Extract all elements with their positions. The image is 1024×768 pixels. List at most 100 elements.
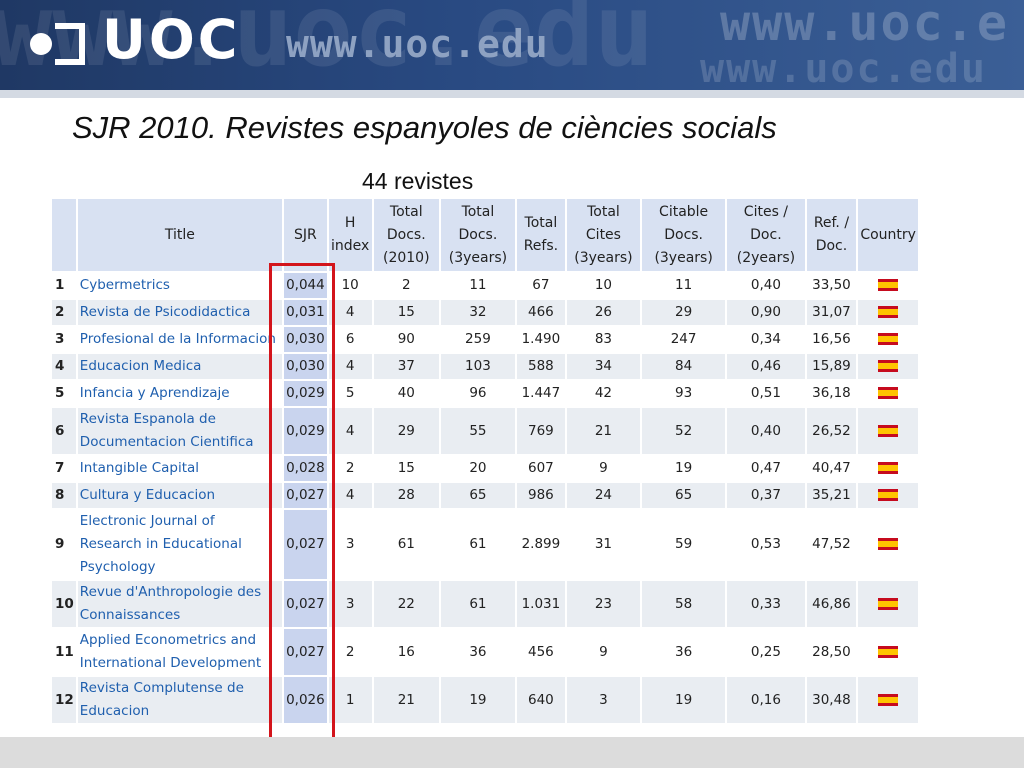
table-row: 3 Profesional de la Informacion 0,030 6 … [52,327,918,352]
citable-docs-cell: 65 [641,483,726,508]
cites-per-doc-cell: 0,90 [727,300,805,325]
citable-docs-cell: 19 [641,677,726,723]
country-cell [858,300,918,325]
header-total-cites-3years[interactable]: Total Cites (3years) [566,199,640,271]
total-docs-3years-cell: 259 [440,327,515,352]
journal-title-link[interactable]: Revue d'Anthropologie des Connaissances [77,581,283,627]
total-refs-cell: 588 [516,354,565,379]
header-total-docs-3years[interactable]: Total Docs. (3years) [440,199,515,271]
citable-docs-cell: 29 [641,300,726,325]
header-title[interactable]: Title [77,199,283,271]
ref-per-doc-cell: 46,86 [806,581,857,627]
total-refs-cell: 769 [516,408,565,454]
country-cell [858,483,918,508]
country-cell [858,629,918,675]
sjr-cell: 0,028 [284,456,327,481]
table-row: 11 Applied Econometrics and Internationa… [52,629,918,675]
journal-ranking-table: Title SJR H index Total Docs. (2010) Tot… [50,197,920,737]
total-docs-2010-cell: 15 [373,456,439,481]
country-cell [858,510,918,579]
total-docs-3years-cell: 61 [440,581,515,627]
header-total-refs[interactable]: Total Refs. [516,199,565,271]
rank-cell: 4 [52,354,76,379]
uoc-logo-icon [30,20,94,70]
journal-title-link[interactable]: Electronic Journal of Research in Educat… [77,510,283,579]
ref-per-doc-cell: 26,52 [806,408,857,454]
citable-docs-cell: 11 [641,273,726,298]
header-citable-docs-3years[interactable]: Citable Docs. (3years) [641,199,726,271]
header-cites-per-doc[interactable]: Cites / Doc. (2years) [727,199,805,271]
h-index-cell: 10 [328,273,372,298]
journal-title-link[interactable]: Infancia y Aprendizaje [77,381,283,406]
total-refs-cell: 986 [516,483,565,508]
citable-docs-cell: 59 [641,510,726,579]
slide-title: SJR 2010. Revistes espanyoles de cièncie… [72,110,777,145]
spain-flag-icon [878,597,899,610]
h-index-cell: 4 [328,483,372,508]
table-row: 5 Infancia y Aprendizaje 0,029 5 40 96 1… [52,381,918,406]
rank-cell: 9 [52,510,76,579]
rank-cell: 10 [52,581,76,627]
cites-per-doc-cell: 0,33 [727,581,805,627]
sjr-column-highlight [269,263,335,741]
table-body: 1 Cybermetrics 0,044 10 2 11 67 10 11 0,… [52,273,918,723]
journal-title-link[interactable]: Cybermetrics [77,273,283,298]
journal-title-link[interactable]: Educacion Medica [77,354,283,379]
slide-footer-bar [0,737,1024,768]
h-index-cell: 2 [328,629,372,675]
table-row: 1 Cybermetrics 0,044 10 2 11 67 10 11 0,… [52,273,918,298]
header-rank [52,199,76,271]
total-cites-cell: 34 [566,354,640,379]
spain-flag-icon [878,645,899,658]
total-docs-3years-cell: 61 [440,510,515,579]
total-refs-cell: 1.031 [516,581,565,627]
journal-title-link[interactable]: Profesional de la Informacion [77,327,283,352]
citable-docs-cell: 19 [641,456,726,481]
spain-flag-icon [878,538,899,550]
ref-per-doc-cell: 40,47 [806,456,857,481]
country-cell [858,408,918,454]
rank-cell: 12 [52,677,76,723]
spain-flag-icon [878,387,899,399]
sjr-cell: 0,027 [284,510,327,579]
journal-title-link[interactable]: Revista Complutense de Educacion [77,677,283,723]
sjr-cell: 0,027 [284,581,327,627]
h-index-cell: 3 [328,581,372,627]
total-docs-2010-cell: 16 [373,629,439,675]
total-cites-cell: 10 [566,273,640,298]
banner-shadow [0,90,1024,98]
citable-docs-cell: 58 [641,581,726,627]
h-index-cell: 4 [328,354,372,379]
country-cell [858,327,918,352]
total-docs-3years-cell: 55 [440,408,515,454]
spain-flag-icon [878,279,899,291]
country-cell [858,581,918,627]
header-h-index[interactable]: H index [328,199,372,271]
total-docs-3years-cell: 96 [440,381,515,406]
journal-title-link[interactable]: Cultura y Educacion [77,483,283,508]
journal-title-link[interactable]: Revista Espanola de Documentacion Cienti… [77,408,283,454]
table-row: 2 Revista de Psicodidactica 0,031 4 15 3… [52,300,918,325]
table-row: 7 Intangible Capital 0,028 2 15 20 607 9… [52,456,918,481]
ref-per-doc-cell: 16,56 [806,327,857,352]
total-refs-cell: 1.447 [516,381,565,406]
sjr-cell: 0,030 [284,327,327,352]
header-ref-per-doc[interactable]: Ref. / Doc. [806,199,857,271]
ref-per-doc-cell: 28,50 [806,629,857,675]
sjr-cell: 0,044 [284,273,327,298]
citable-docs-cell: 84 [641,354,726,379]
total-refs-cell: 466 [516,300,565,325]
header-total-docs-2010[interactable]: Total Docs. (2010) [373,199,439,271]
total-cites-cell: 83 [566,327,640,352]
rank-cell: 6 [52,408,76,454]
slide-subtitle: 44 revistes [362,168,474,194]
journal-title-link[interactable]: Revista de Psicodidactica [77,300,283,325]
journal-title-link[interactable]: Intangible Capital [77,456,283,481]
header-country[interactable]: Country [858,199,918,271]
journal-title-link[interactable]: Applied Econometrics and International D… [77,629,283,675]
h-index-cell: 4 [328,408,372,454]
h-index-cell: 6 [328,327,372,352]
uoc-logo-text: UOC [102,8,241,71]
banner-watermark-large: www.uoc.edu [0,0,655,89]
header-sjr[interactable]: SJR [284,199,327,271]
